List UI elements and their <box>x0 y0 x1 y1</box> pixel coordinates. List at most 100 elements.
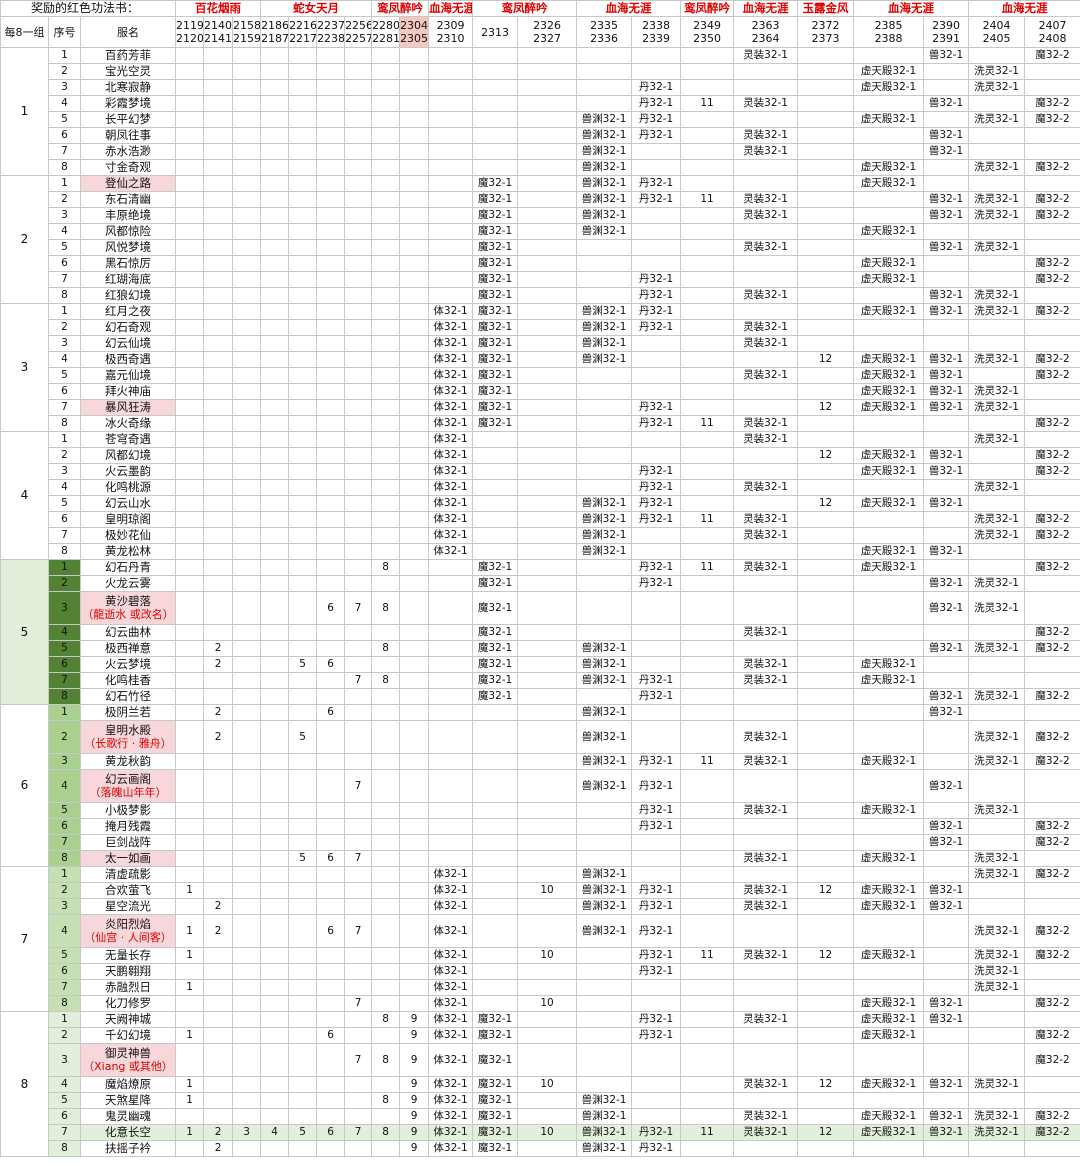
empty-cell <box>175 415 205 432</box>
empty-cell <box>371 335 401 352</box>
reward-cell: 魔32-1 <box>472 223 519 240</box>
empty-cell <box>631 447 682 464</box>
server-number: 2187 <box>261 32 289 45</box>
empty-cell <box>316 1092 346 1109</box>
empty-cell <box>968 319 1026 336</box>
server-group-label: 血海无涯 <box>733 0 799 17</box>
reward-cell: 体32-1 <box>428 303 474 320</box>
empty-cell <box>923 79 970 96</box>
empty-cell <box>428 143 474 160</box>
server-name: 太一如画 <box>79 850 177 867</box>
empty-cell <box>968 1027 1026 1044</box>
reward-cell: 12 <box>797 882 855 899</box>
server-number: 2349 <box>693 19 722 32</box>
row-index: 7 <box>48 834 81 851</box>
empty-cell <box>428 95 474 112</box>
empty-cell <box>399 239 430 256</box>
empty-cell <box>232 495 262 512</box>
server-row: 8 黄龙松林 体32-1 兽渊32-1 虚天殿32-1 兽32-1 <box>1 543 1080 560</box>
reward-cell: 灵装32-1 <box>733 335 799 352</box>
reward-cell: 魔32-1 <box>472 335 519 352</box>
empty-cell <box>232 415 262 432</box>
empty-cell <box>399 79 430 96</box>
empty-cell <box>399 447 430 464</box>
empty-cell <box>1024 239 1080 256</box>
empty-cell <box>288 175 318 192</box>
reward-cell: 2 <box>203 898 234 915</box>
empty-cell <box>797 79 855 96</box>
reward-cell: 魔32-2 <box>1024 303 1080 320</box>
empty-cell <box>288 1076 318 1093</box>
server-name-text: 化鸣桂香 <box>105 673 152 687</box>
empty-cell <box>853 287 925 304</box>
server-name-text: 小极梦影 <box>105 803 152 817</box>
reward-cell: 虚天殿32-1 <box>853 656 925 673</box>
empty-cell <box>288 1027 318 1044</box>
server-row: 8 冰火奇缘 体32-1 魔32-1 丹32-1 11 灵装32-1 魔32-2 <box>1 415 1080 432</box>
row-index: 5 <box>48 640 81 657</box>
empty-cell <box>260 850 290 867</box>
reward-cell: 魔32-1 <box>472 575 519 592</box>
reward-cell: 5 <box>288 720 318 754</box>
row-index: 8 <box>48 287 81 304</box>
empty-cell <box>260 143 290 160</box>
empty-cell <box>399 914 430 948</box>
server-row: 2 皇明水殿 （长歌行 · 雅舟） 2 5 兽渊32-1 灵装32-1 洗灵32-1 魔32-2 <box>1 720 1080 754</box>
empty-cell <box>203 947 234 964</box>
row-index: 8 <box>48 995 81 1012</box>
empty-cell <box>1024 802 1080 819</box>
empty-cell <box>232 223 262 240</box>
server-name-text: 黄龙秋韵 <box>105 754 152 768</box>
empty-cell <box>399 979 430 996</box>
empty-cell <box>428 834 474 851</box>
empty-cell <box>428 640 474 657</box>
empty-cell <box>344 95 373 112</box>
reward-cell: 丹32-1 <box>631 818 682 835</box>
empty-cell <box>175 111 205 128</box>
server-name: 赤水浩渺 <box>79 143 177 160</box>
empty-cell <box>260 1027 290 1044</box>
reward-cell: 洗灵32-1 <box>968 479 1026 496</box>
empty-cell <box>923 559 970 576</box>
row-index: 8 <box>48 415 81 432</box>
empty-cell <box>680 143 735 160</box>
reward-cell: 体32-1 <box>428 1092 474 1109</box>
empty-cell <box>316 1043 346 1077</box>
reward-cell: 魔32-2 <box>1024 95 1080 112</box>
row-index: 7 <box>48 1124 81 1141</box>
empty-cell <box>472 720 519 754</box>
empty-cell <box>680 575 735 592</box>
empty-cell <box>344 720 373 754</box>
server-number: 2309 <box>436 19 465 32</box>
server-name: 幻云画阁 （落魄山年年） <box>79 769 177 803</box>
reward-cell: 洗灵32-1 <box>968 431 1026 448</box>
empty-cell <box>203 511 234 528</box>
server-row: 2 宝光空灵 虚天殿32-1 洗灵32-1 <box>1 63 1080 80</box>
reward-cell: 丹32-1 <box>631 1011 682 1028</box>
row-index: 2 <box>48 191 81 208</box>
reward-cell: 魔32-2 <box>1024 720 1080 754</box>
reward-cell: 丹32-1 <box>631 802 682 819</box>
empty-cell <box>472 47 519 64</box>
empty-cell <box>733 399 799 416</box>
row-index: 6 <box>48 383 81 400</box>
empty-cell <box>1024 495 1080 512</box>
empty-cell <box>853 143 925 160</box>
empty-cell <box>968 898 1026 915</box>
empty-cell <box>428 753 474 770</box>
empty-cell <box>428 850 474 867</box>
server-name-text: 火云梦境 <box>105 657 152 671</box>
row-index: 4 <box>48 351 81 368</box>
empty-cell <box>260 995 290 1012</box>
empty-cell <box>203 591 234 625</box>
reward-cell: 1 <box>175 1124 205 1141</box>
empty-cell <box>232 753 262 770</box>
empty-cell <box>923 319 970 336</box>
empty-cell <box>399 191 430 208</box>
empty-cell <box>680 447 735 464</box>
empty-cell <box>797 143 855 160</box>
reward-cell: 6 <box>316 1027 346 1044</box>
empty-cell <box>576 688 633 705</box>
row-index: 2 <box>48 882 81 899</box>
reward-cell: 丹32-1 <box>631 287 682 304</box>
